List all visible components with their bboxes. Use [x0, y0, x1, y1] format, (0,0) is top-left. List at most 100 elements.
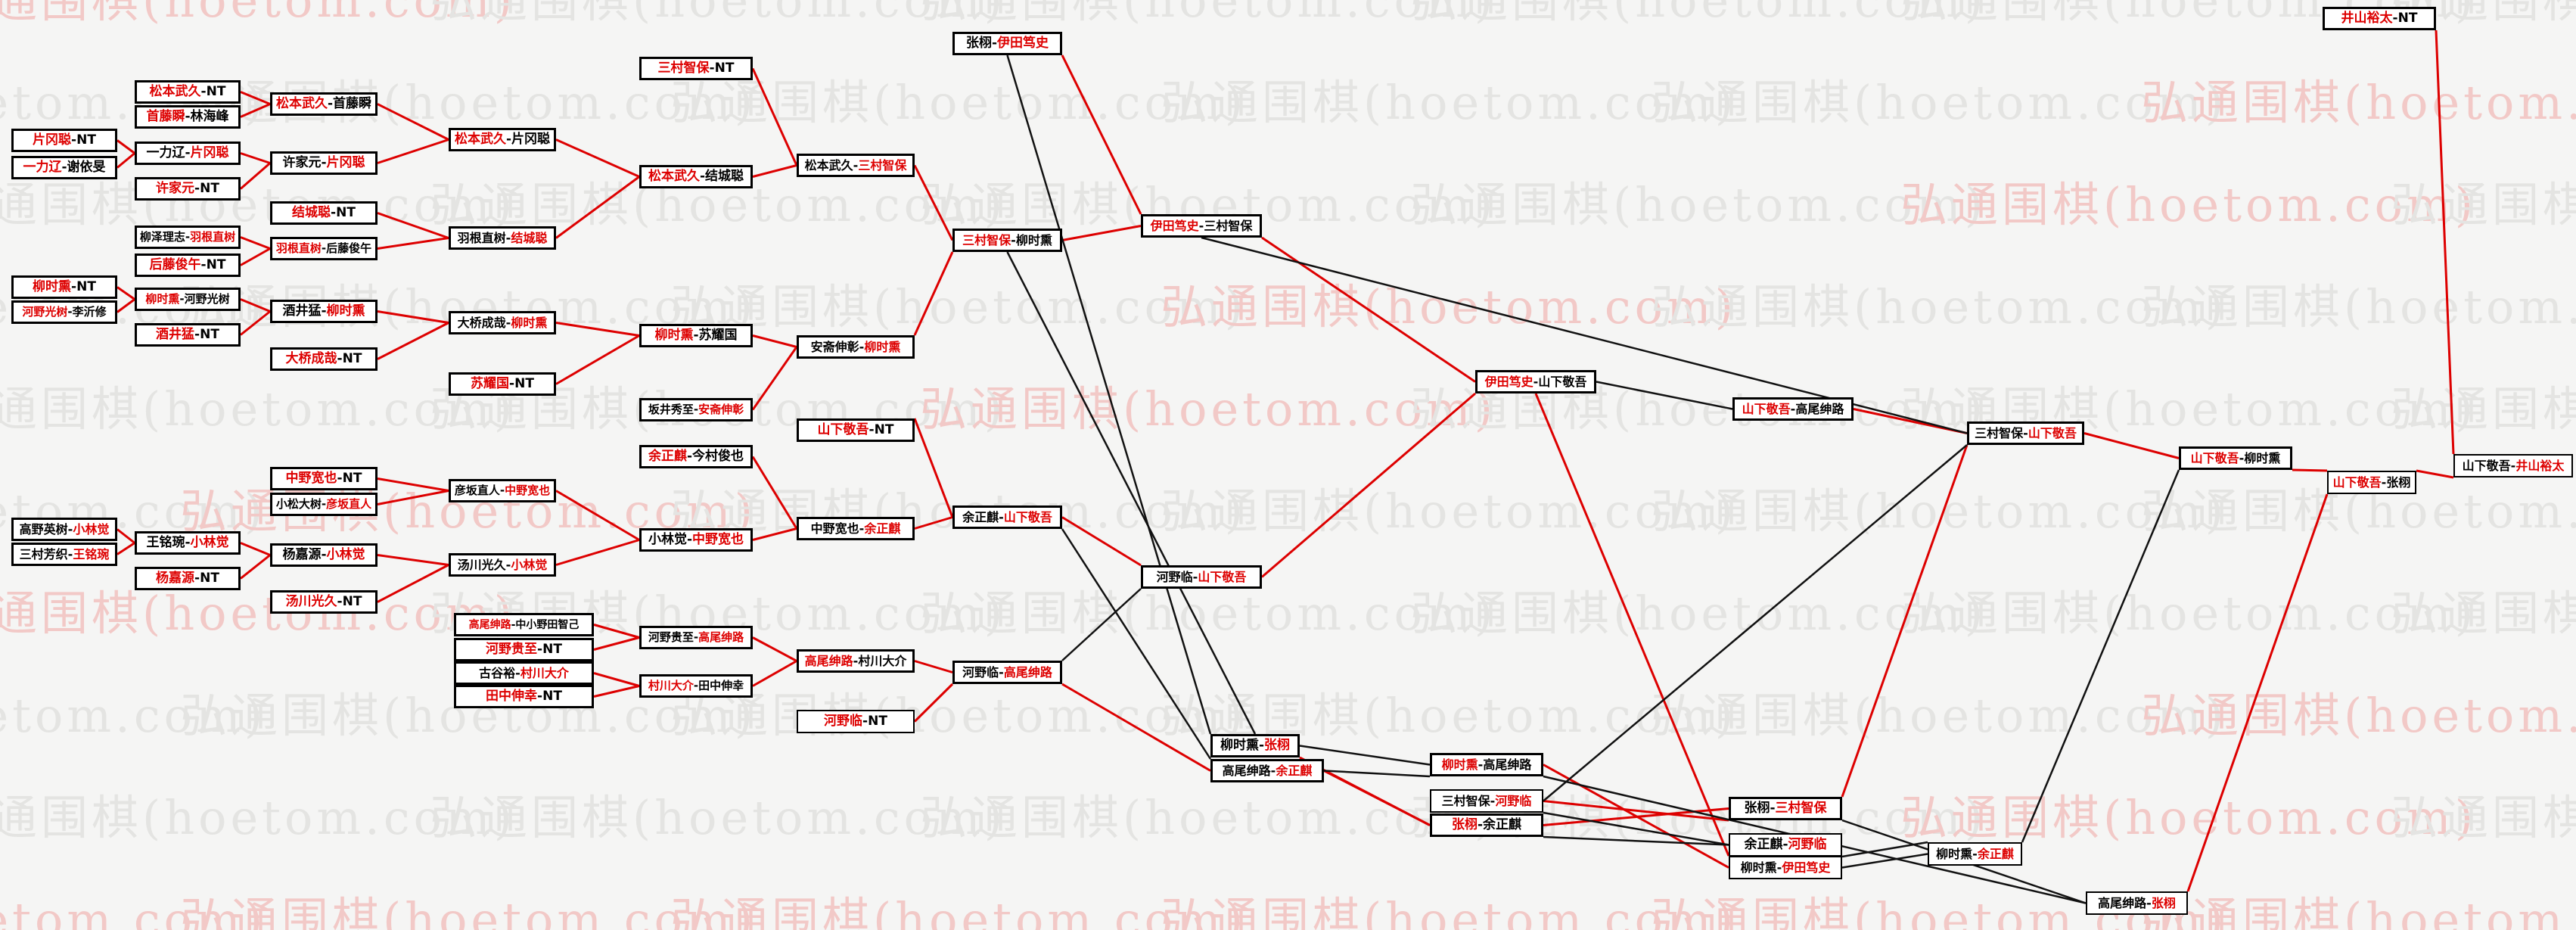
match-box-m20[interactable]: 柳时熏 - 河野光树 — [135, 288, 241, 311]
match-box-m28[interactable]: 安斋伸彰 - 柳时熏 — [797, 335, 915, 359]
match-box-m18[interactable]: 柳时熏 - NT — [11, 275, 117, 299]
vs-dash: - — [1972, 846, 1978, 861]
connector-line-m04-m05 — [117, 152, 135, 169]
vs-dash: - — [2510, 458, 2516, 473]
match-box-m06[interactable]: 许家元 - NT — [135, 177, 241, 201]
match-box-m57[interactable]: 伊田笃史 - 山下敬吾 — [1475, 370, 1596, 393]
match-box-m50[interactable]: 古谷裕 - 村川大介 — [454, 661, 594, 685]
match-box-m38[interactable]: 杨嘉源 - NT — [135, 567, 241, 590]
match-box-m27[interactable]: 坂井秀至 - 安斋伸彰 — [639, 398, 753, 421]
match-box-m56[interactable]: 河野临 - 山下敬吾 — [1141, 565, 1262, 589]
match-box-m68[interactable]: 山下敬吾 - 柳时熏 — [2179, 446, 2292, 470]
match-box-m11[interactable]: 柳泽理志 - 羽根直树 — [135, 226, 241, 249]
match-box-m26[interactable]: 柳时熏 - 苏耀国 — [639, 324, 753, 347]
match-box-m54[interactable]: 河野临 - NT — [797, 710, 915, 733]
match-box-m66[interactable]: 余正麒 - 河野临 — [1729, 833, 1842, 857]
watermark-text: 弘通围棋(hoetom.com) — [1161, 484, 1737, 539]
match-box-m30[interactable]: 张栩 - 伊田笃史 — [952, 32, 1062, 55]
match-box-m52[interactable]: 村川大介 - 田中伸幸 — [639, 674, 753, 698]
match-box-m46[interactable]: 余正麒 - 山下敬吾 — [952, 505, 1062, 529]
match-box-m39[interactable]: 杨嘉源 - 小林觉 — [270, 543, 378, 567]
player-name-left: 苏耀国 — [471, 376, 510, 391]
match-box-m37[interactable]: 王铭琬 - 小林觉 — [135, 531, 241, 555]
match-box-m16[interactable]: 三村智保 - NT — [639, 57, 753, 80]
match-box-m21[interactable]: 酒井猛 - NT — [135, 323, 241, 347]
match-box-m17[interactable]: 松本武久 - 三村智保 — [797, 154, 915, 177]
match-box-m14[interactable]: 羽根直树 - 结城聪 — [449, 226, 556, 250]
player-name-right: 结城聪 — [705, 169, 744, 184]
player-name-left: 许家元 — [156, 181, 195, 196]
match-box-m42[interactable]: 小林觉 - 中野宽也 — [639, 528, 753, 552]
vs-dash: - — [515, 665, 520, 680]
match-box-m08[interactable]: 许家元 - 片冈聪 — [270, 151, 378, 175]
match-box-m62[interactable]: 柳时熏 - 高尾绅路 — [1430, 753, 1543, 776]
match-box-m44[interactable]: 中野宽也 - 余正麒 — [797, 517, 915, 540]
match-box-m72[interactable]: 山下敬吾 - 井山裕太 — [2453, 454, 2573, 477]
match-box-m02[interactable]: 首藤瞬 - 林海峰 — [135, 105, 241, 129]
match-box-m60[interactable]: 柳时熏 - 张栩 — [1210, 734, 1300, 757]
vs-dash: - — [1776, 860, 1782, 875]
match-box-m45[interactable]: 山下敬吾 - NT — [797, 418, 915, 442]
player-name-right: 小林觉 — [190, 535, 229, 550]
player-name-right: 柳时熏 — [864, 339, 901, 354]
match-box-m58[interactable]: 山下敬吾 - 高尾绅路 — [1732, 397, 1854, 421]
match-box-m73[interactable]: 井山裕太 - NT — [2323, 7, 2436, 30]
match-box-m07[interactable]: 松本武久 - 首藤瞬 — [270, 92, 378, 116]
player-name-right: NT — [336, 205, 356, 220]
match-box-m34[interactable]: 彦坂直人 - 中野宽也 — [449, 479, 556, 502]
match-box-m36[interactable]: 三村芳织 - 王铭琬 — [11, 543, 117, 566]
match-box-m12[interactable]: 后藤俊午 - NT — [135, 253, 241, 277]
match-box-m53[interactable]: 高尾绅路 - 村川大介 — [797, 649, 915, 673]
match-box-m33[interactable]: 小松大树 - 彦坂直人 — [270, 493, 378, 516]
match-box-m43[interactable]: 余正麒 - 今村俊也 — [639, 445, 753, 468]
match-box-m65[interactable]: 张栩 - 三村智保 — [1729, 797, 1842, 820]
match-box-m48[interactable]: 河野贵至 - NT — [454, 638, 594, 661]
player-name-left: 古谷裕 — [479, 665, 516, 680]
player-name-right: 余正麒 — [1483, 817, 1522, 832]
match-box-m31[interactable]: 伊田笃史 - 三村智保 — [1141, 214, 1262, 238]
match-box-m25[interactable]: 苏耀国 - NT — [449, 372, 556, 396]
match-box-m29[interactable]: 三村智保 - 柳时熏 — [952, 229, 1062, 252]
match-box-m10[interactable]: 结城聪 - NT — [270, 201, 378, 225]
match-box-m47[interactable]: 高尾绅路 - 中小野田智己 — [454, 613, 594, 636]
match-box-m24[interactable]: 大桥成哉 - 柳时熏 — [449, 311, 556, 334]
match-box-m40[interactable]: 汤川光久 - NT — [270, 590, 378, 614]
match-box-m03[interactable]: 片冈聪 - NT — [11, 129, 117, 152]
watermark-text: 弘通围棋(hoetom.com) — [0, 381, 516, 437]
match-box-m71[interactable]: 高尾绅路 - 张栩 — [2086, 891, 2188, 915]
match-box-m64[interactable]: 张栩 - 余正麒 — [1430, 813, 1543, 837]
match-box-m32[interactable]: 中野宽也 - NT — [270, 467, 378, 490]
match-box-m69[interactable]: 柳时熏 - 余正麒 — [1928, 842, 2022, 866]
vs-dash: - — [1192, 569, 1198, 584]
match-box-m13[interactable]: 羽根直树 - 后藤俊午 — [270, 237, 378, 260]
connector-line-m29-m31 — [1061, 225, 1142, 241]
player-name-left: 羽根直树 — [457, 230, 506, 245]
match-box-m35[interactable]: 高野英树 - 小林觉 — [11, 518, 117, 541]
match-box-m61[interactable]: 高尾绅路 - 余正麒 — [1210, 759, 1324, 782]
match-box-m51[interactable]: 田中伸幸 - NT — [454, 685, 594, 708]
watermark-text: 弘通围棋(hoetom.com) — [430, 0, 1006, 28]
match-box-m22[interactable]: 酒井猛 - 柳时熏 — [270, 300, 378, 323]
match-box-m63[interactable]: 三村智保 - 河野临 — [1430, 789, 1543, 813]
player-name-left: 酒井猛 — [282, 303, 322, 319]
match-box-m05[interactable]: 一力辽 - 片冈聪 — [135, 142, 241, 165]
match-box-m15[interactable]: 松本武久 - 结城聪 — [639, 165, 753, 188]
match-box-m41[interactable]: 汤川光久 - 小林觉 — [449, 553, 556, 577]
match-box-m09[interactable]: 松本武久 - 片冈聪 — [449, 128, 556, 151]
vs-dash: - — [1770, 801, 1776, 816]
match-box-m59[interactable]: 三村智保 - 山下敬吾 — [1967, 421, 2084, 445]
match-box-m23[interactable]: 大桥成哉 - NT — [270, 347, 378, 371]
match-box-m19[interactable]: 河野光树 - 李沂修 — [11, 300, 117, 324]
watermark-text: 弘通围棋(hoetom.com) — [920, 586, 1496, 641]
match-box-m55[interactable]: 河野临 - 高尾绅路 — [952, 661, 1062, 684]
player-name-left: 片冈聪 — [33, 132, 72, 148]
watermark-text: 弘通围棋(hoetom.com) — [0, 790, 516, 845]
player-name-left: 井山裕太 — [2341, 11, 2393, 26]
watermark-text: 弘通围棋(hoetom.com) — [430, 790, 1006, 845]
match-box-m67[interactable]: 柳时熏 - 伊田笃史 — [1729, 856, 1842, 879]
match-box-m04[interactable]: 一力辽 - 谢依旻 — [11, 156, 117, 179]
match-box-m49[interactable]: 河野贵至 - 高尾绅路 — [639, 626, 753, 649]
match-box-m01[interactable]: 松本武久 - NT — [135, 80, 241, 104]
match-box-m70[interactable]: 山下敬吾 - 张栩 — [2327, 471, 2416, 494]
